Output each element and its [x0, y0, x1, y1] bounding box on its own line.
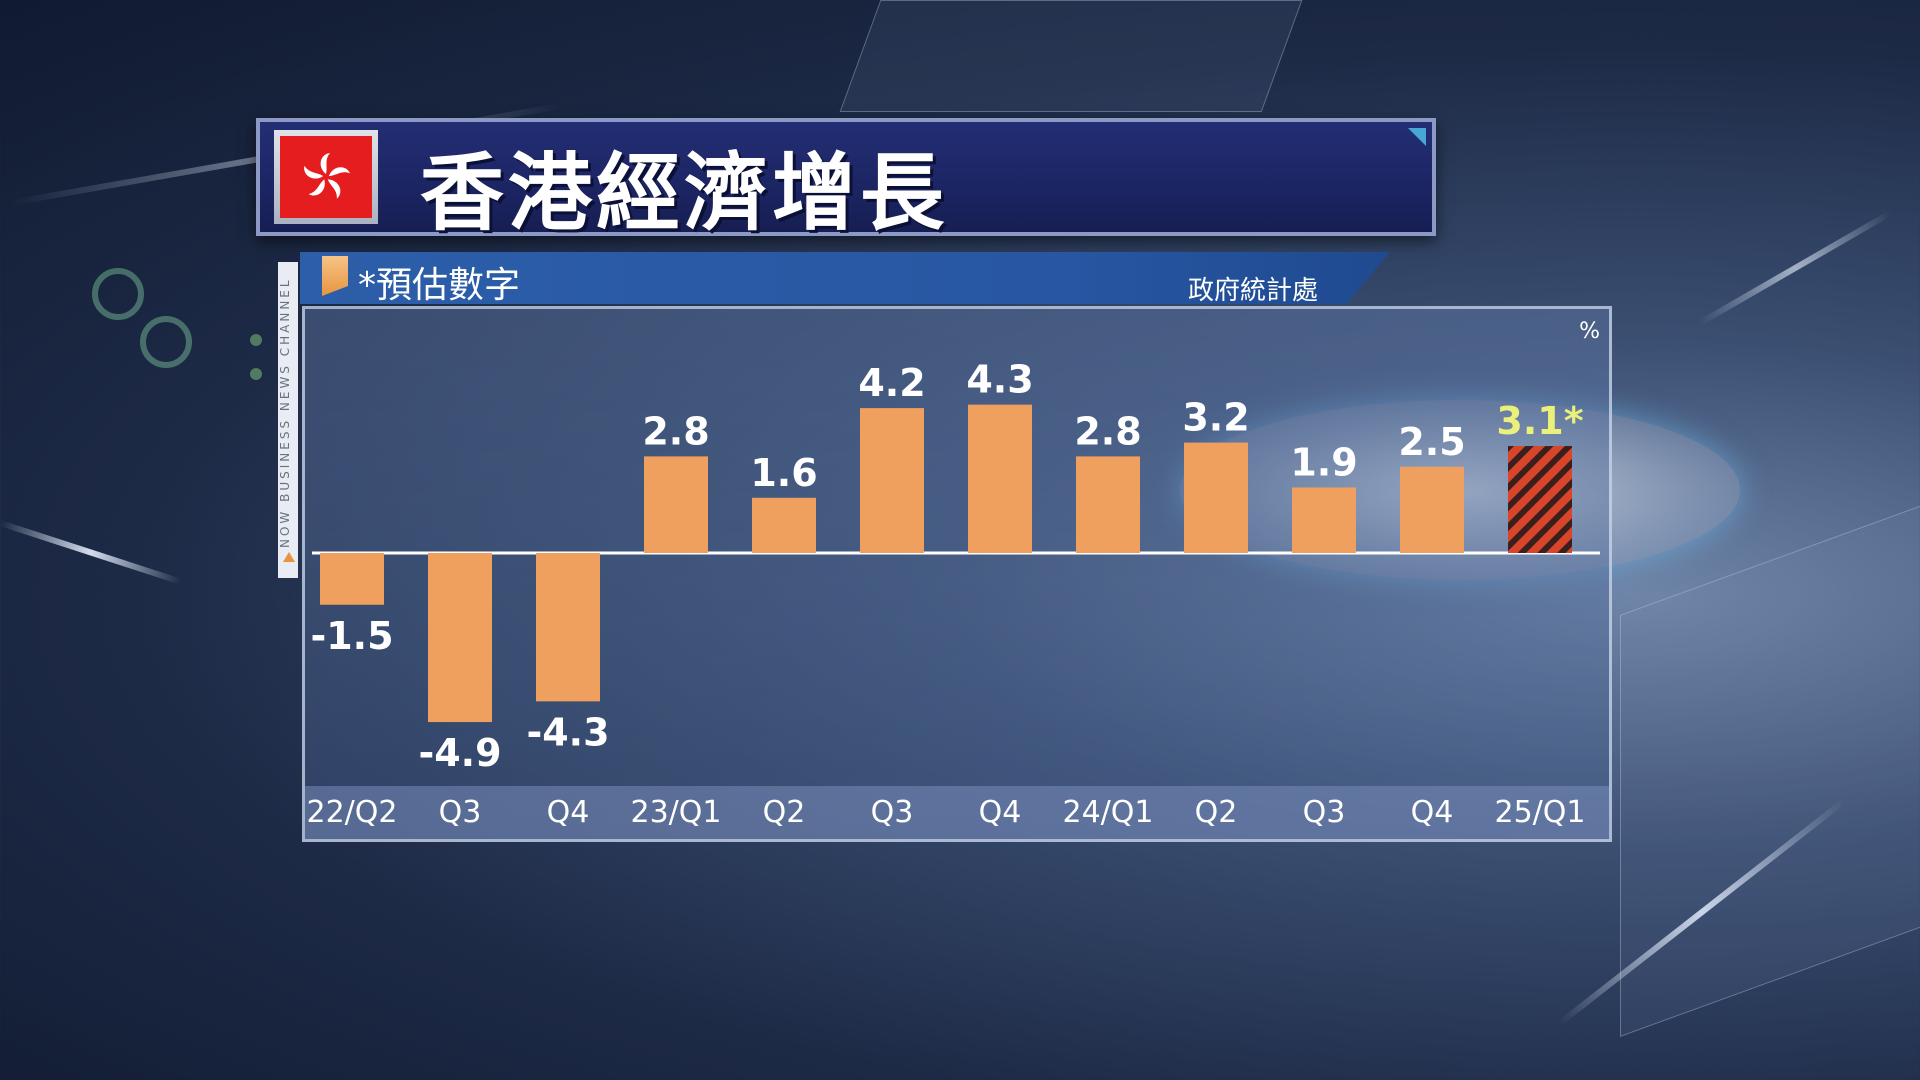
bar — [1292, 487, 1356, 553]
x-tick-label: Q3 — [1303, 795, 1346, 830]
title-banner: 香港經濟增長 — [256, 118, 1436, 242]
hong-kong-flag-icon — [280, 136, 372, 218]
data-label: 4.2 — [858, 361, 925, 405]
data-label: -4.3 — [526, 710, 609, 754]
data-label: 3.1* — [1496, 399, 1583, 443]
bar — [968, 404, 1032, 553]
data-label: -4.9 — [418, 731, 501, 775]
bar — [1184, 442, 1248, 553]
bar — [536, 553, 600, 702]
data-label: 2.8 — [1074, 409, 1141, 453]
x-tick-label: Q2 — [1195, 795, 1238, 830]
bar — [1076, 456, 1140, 553]
x-tick-label: 25/Q1 — [1495, 795, 1586, 830]
data-label: 3.2 — [1182, 396, 1249, 440]
subtitle-bar — [300, 252, 1390, 304]
data-label: 1.9 — [1290, 440, 1357, 484]
x-tick-label: 22/Q2 — [307, 795, 398, 830]
bar — [1400, 466, 1464, 553]
x-tick-label: Q2 — [763, 795, 806, 830]
data-label: 2.5 — [1398, 420, 1465, 464]
unit-label: % — [1579, 319, 1600, 344]
data-label: 2.8 — [642, 409, 709, 453]
x-tick-label: Q4 — [547, 795, 590, 830]
bar-estimate — [1508, 446, 1572, 553]
x-tick-label: Q4 — [979, 795, 1022, 830]
data-label: -1.5 — [310, 614, 393, 658]
flag-frame — [274, 130, 378, 224]
bar — [320, 553, 384, 605]
estimate-note: *預估數字 — [358, 265, 521, 306]
bar — [428, 553, 492, 723]
data-label: 4.3 — [966, 358, 1033, 402]
bar — [752, 497, 816, 553]
axis-strip — [305, 786, 1609, 839]
bauhinia-icon — [304, 153, 351, 199]
x-tick-label: Q3 — [439, 795, 482, 830]
chart-panel — [302, 306, 1612, 842]
corner-accent — [1408, 128, 1426, 146]
x-tick-label: Q3 — [871, 795, 914, 830]
x-tick-label: Q4 — [1411, 795, 1454, 830]
bar — [860, 408, 924, 553]
x-tick-label: 24/Q1 — [1063, 795, 1154, 830]
side-arrow-icon — [283, 552, 295, 562]
page-title: 香港經濟增長 — [420, 144, 949, 242]
source-label: 政府統計處 — [1188, 276, 1319, 306]
bar — [644, 456, 708, 553]
side-caption-strip — [278, 262, 298, 578]
data-label: 1.6 — [750, 451, 817, 495]
x-tick-label: 23/Q1 — [631, 795, 722, 830]
